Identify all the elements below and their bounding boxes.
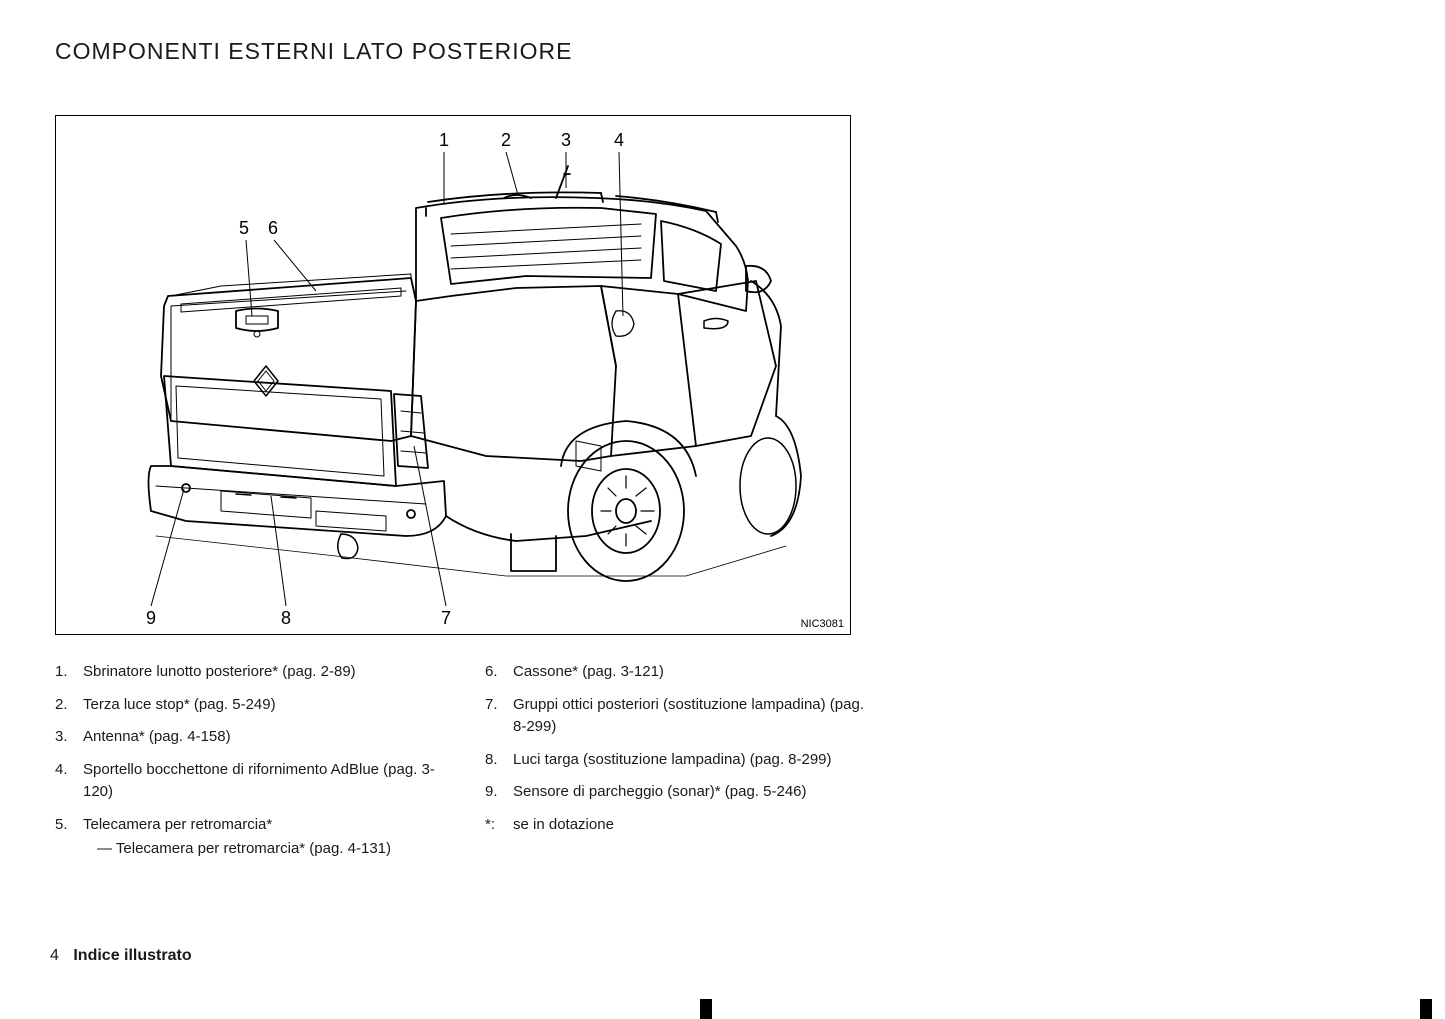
legend-item: 4.Sportello bocchettone di rifornimento … [55,759,445,804]
legend-text: Sbrinatore lunotto posteriore* (pag. 2-8… [83,661,445,684]
legend-col-right: 6.Cassone* (pag. 3-121)7.Gruppi ottici p… [485,661,875,871]
legend-text: se in dotazione [513,814,875,837]
legend-subtext: — Telecamera per retromarcia* (pag. 4-13… [83,838,445,861]
legend-number: 5. [55,814,83,861]
legend-number: 1. [55,661,83,684]
legend-text: Sensore di parcheggio (sonar)* (pag. 5-2… [513,781,875,804]
legend: 1.Sbrinatore lunotto posteriore* (pag. 2… [55,661,875,871]
legend-item: 5.Telecamera per retromarcia*— Telecamer… [55,814,445,861]
legend-text: Antenna* (pag. 4-158) [83,726,445,749]
legend-item: 2.Terza luce stop* (pag. 5-249) [55,694,445,717]
footer-label: Indice illustrato [73,947,191,964]
legend-number: 9. [485,781,513,804]
callout-2: 2 [501,130,511,150]
figure-box: 1 2 3 4 5 6 7 8 9 NIC3081 [55,115,851,635]
legend-item: *:se in dotazione [485,814,875,837]
callout-3: 3 [561,130,571,150]
callout-7: 7 [441,608,451,628]
legend-text: Luci targa (sostituzione lampadina) (pag… [513,749,875,772]
legend-number: 3. [55,726,83,749]
legend-item: 8.Luci targa (sostituzione lampadina) (p… [485,749,875,772]
crop-marks [0,999,1445,1019]
legend-item: 1.Sbrinatore lunotto posteriore* (pag. 2… [55,661,445,684]
legend-item: 9.Sensore di parcheggio (sonar)* (pag. 5… [485,781,875,804]
legend-number: *: [485,814,513,837]
callout-9: 9 [146,608,156,628]
page-footer: 4 Indice illustrato [50,947,192,965]
callout-5: 5 [239,218,249,238]
legend-number: 7. [485,694,513,739]
callout-8: 8 [281,608,291,628]
page-title: COMPONENTI ESTERNI LATO POSTERIORE [55,38,1390,65]
callout-6: 6 [268,218,278,238]
legend-number: 2. [55,694,83,717]
truck-diagram: 1 2 3 4 5 6 7 8 9 [56,116,852,636]
callout-4: 4 [614,130,624,150]
legend-text: Terza luce stop* (pag. 5-249) [83,694,445,717]
legend-item: 3.Antenna* (pag. 4-158) [55,726,445,749]
legend-text: Gruppi ottici posteriori (sostituzione l… [513,694,875,739]
legend-number: 6. [485,661,513,684]
legend-number: 4. [55,759,83,804]
page-number: 4 [50,947,59,964]
callout-1: 1 [439,130,449,150]
legend-col-left: 1.Sbrinatore lunotto posteriore* (pag. 2… [55,661,445,871]
legend-item: 7.Gruppi ottici posteriori (sostituzione… [485,694,875,739]
legend-text: Telecamera per retromarcia*— Telecamera … [83,814,445,861]
legend-text: Cassone* (pag. 3-121) [513,661,875,684]
legend-number: 8. [485,749,513,772]
legend-item: 6.Cassone* (pag. 3-121) [485,661,875,684]
figure-id: NIC3081 [801,618,844,630]
legend-text: Sportello bocchettone di rifornimento Ad… [83,759,445,804]
